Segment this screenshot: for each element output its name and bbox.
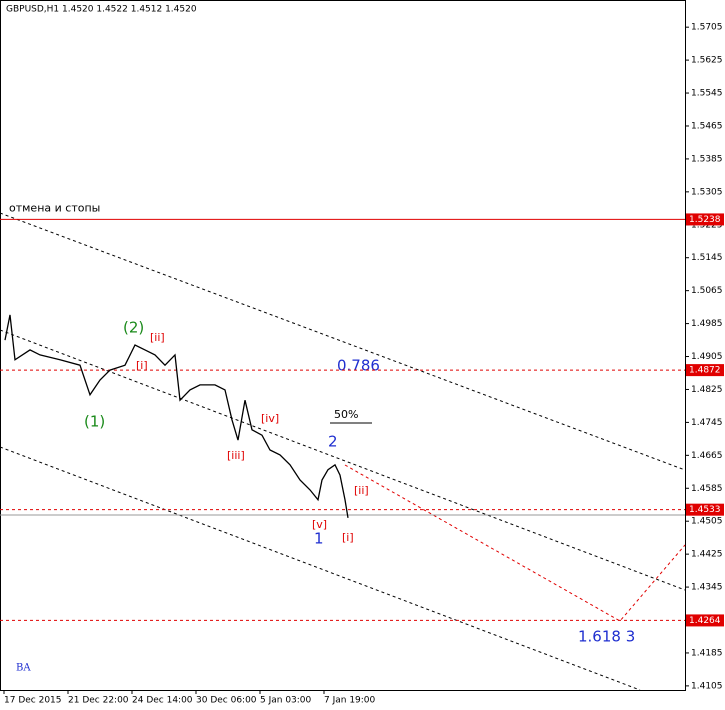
y-tick-label: 1.5625 bbox=[691, 56, 723, 66]
annotation: [ii] bbox=[150, 331, 165, 344]
y-tick-label: 1.5305 bbox=[691, 187, 723, 197]
x-tick-label: 21 Dec 22:00 bbox=[68, 696, 129, 706]
y-tick-label: 1.4345 bbox=[691, 583, 723, 593]
channel-line bbox=[0, 329, 686, 591]
level-label: 1.4264 bbox=[689, 616, 721, 626]
annotation: [i] bbox=[136, 359, 148, 372]
y-tick-label: 1.4745 bbox=[691, 418, 723, 428]
y-tick-label: 1.4985 bbox=[691, 319, 723, 329]
y-tick-label: 1.5145 bbox=[691, 253, 723, 263]
level-label-box bbox=[686, 503, 724, 516]
channel-line bbox=[0, 446, 641, 691]
level-text: отмена и стопы bbox=[9, 201, 100, 214]
y-tick-label: 1.4425 bbox=[691, 550, 723, 560]
level-label-box bbox=[686, 364, 724, 377]
annotation: [v] bbox=[312, 518, 327, 531]
y-tick-label: 1.4585 bbox=[691, 484, 723, 494]
annotation: 0.786 bbox=[337, 357, 380, 375]
x-tick-label: 24 Dec 14:00 bbox=[132, 696, 193, 706]
annotation: 2 bbox=[328, 433, 338, 451]
annotation: 1.618 3 bbox=[578, 628, 635, 646]
channel-lines bbox=[0, 212, 686, 691]
y-tick-label: 1.4505 bbox=[691, 517, 723, 527]
y-tick-label: 1.5065 bbox=[691, 286, 723, 296]
x-tick-label: 5 Jan 03:00 bbox=[260, 696, 312, 706]
annotation: (1) bbox=[84, 413, 105, 431]
chart-title: GBPUSD,H1 1.4520 1.4522 1.4512 1.4520 bbox=[6, 5, 197, 15]
annotation: [iii] bbox=[227, 449, 245, 462]
annotation: [i] bbox=[342, 531, 354, 544]
channel-line bbox=[0, 212, 686, 471]
x-tick-label: 7 Jan 19:00 bbox=[324, 696, 376, 706]
annotation: 1 bbox=[314, 530, 324, 548]
level-label: 1.4533 bbox=[689, 505, 721, 515]
y-tick-label: 1.5545 bbox=[691, 89, 723, 99]
level-label: 1.4872 bbox=[689, 366, 721, 376]
annotations: (1) (2) [i] [ii] [iii] [iv] [v] 1 2 [ii]… bbox=[16, 319, 635, 674]
y-tick-label: 1.4185 bbox=[691, 648, 723, 658]
level-label-box bbox=[686, 614, 724, 627]
price-line bbox=[4, 314, 349, 519]
level-label-box bbox=[686, 213, 724, 226]
x-tick-label: 30 Dec 06:00 bbox=[196, 696, 257, 706]
y-tick-label: 1.5385 bbox=[691, 154, 723, 164]
y-tick-label: 1.4825 bbox=[691, 385, 723, 395]
y-tick-label: 1.4105 bbox=[691, 681, 723, 691]
annotation: BA bbox=[16, 663, 31, 674]
y-tick-label: 1.5465 bbox=[691, 121, 723, 131]
level-label: 1.5238 bbox=[689, 215, 721, 225]
annotation: 50% bbox=[334, 408, 358, 421]
annotation: (2) bbox=[123, 319, 144, 337]
y-tick-label: 1.4905 bbox=[691, 352, 723, 362]
annotation: [ii] bbox=[354, 484, 369, 497]
plot-frame bbox=[0, 0, 686, 691]
x-tick-label: 17 Dec 2015 bbox=[4, 696, 62, 706]
y-tick-label: 1.5705 bbox=[691, 23, 723, 33]
y-tick-label: 1.4665 bbox=[691, 451, 723, 461]
annotation: [iv] bbox=[261, 412, 279, 425]
